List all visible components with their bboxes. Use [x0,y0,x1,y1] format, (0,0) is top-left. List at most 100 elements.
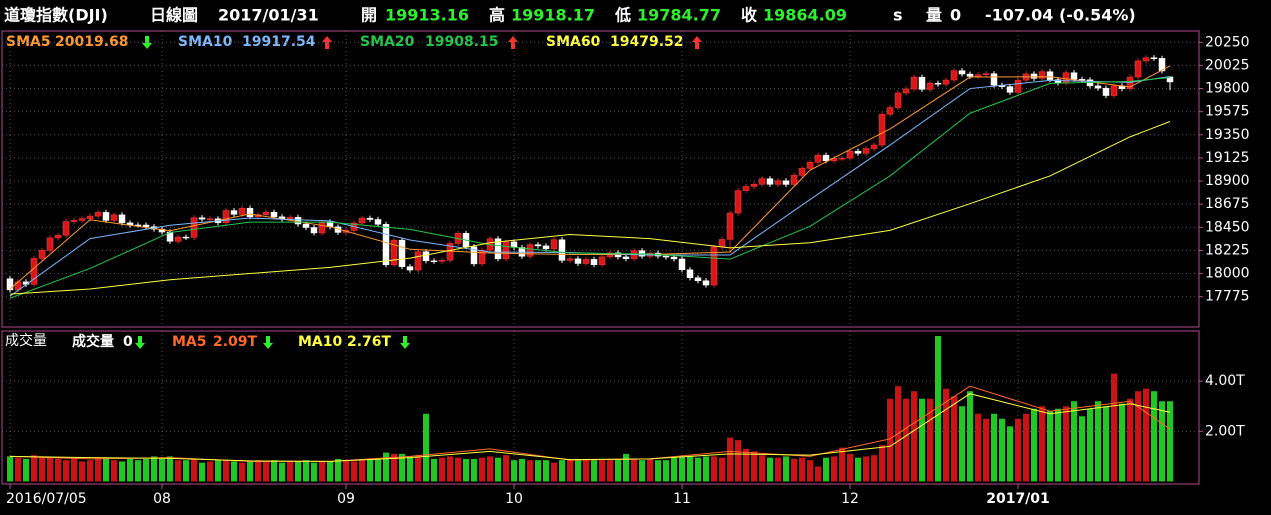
flag: s [893,6,903,25]
volume-bar [855,457,861,482]
volume-bar [711,456,717,482]
candle-body [774,180,782,185]
volume-bar [183,460,189,482]
volume-bar [143,458,149,482]
candle-body [1006,86,1014,93]
volume-value: 0 [950,6,961,25]
volume-bar [815,466,821,482]
volume-bar [935,336,941,482]
legend-name: SMA5 [6,34,51,50]
volume-bar [1087,408,1093,482]
candle-body [438,259,446,262]
volume-bar [1047,411,1053,482]
volume-bar [135,460,141,482]
candle-body [222,210,230,223]
volume-bar [1079,416,1085,482]
candle-body [966,73,974,77]
y-tick-label: 2.00T [1205,423,1245,439]
candle-body [878,114,886,146]
volume-bar [743,448,749,482]
volume-bar [215,460,221,482]
candle-body [950,70,958,81]
ma-line [9,76,1171,299]
volume-bar [479,457,485,482]
volume-bar [111,460,117,482]
candle-body [798,168,806,176]
candle-body [854,150,862,154]
candle-body [702,280,710,286]
volume-bar [335,458,341,482]
candle-body [886,107,894,115]
candle-body [190,217,198,238]
volume-bar [63,460,69,482]
volume-bar [1135,391,1141,482]
volume-bar [223,460,229,482]
volume-bar [7,456,13,482]
volume-bar [1007,426,1013,482]
arrow-down [400,336,410,349]
low-value: 19784.77 [637,6,721,25]
candle-body [270,211,278,218]
candle-body [1094,85,1102,89]
volume-bar [271,460,277,482]
legend-value: 2.09T [213,334,258,350]
volume-bar [527,460,533,482]
candle-body [550,239,558,250]
candle-body [1014,79,1022,93]
volume-bar [911,391,917,482]
x-tick-label: 09 [337,491,355,507]
volume-bar [671,456,677,482]
candle-body [94,212,102,217]
legend-name: SMA10 [178,34,233,50]
volume-bar [599,460,605,482]
volume-bar [647,458,653,482]
ma-line [9,65,1171,290]
volume-bar [295,461,301,482]
volume-bar [431,458,437,482]
volume-bar [519,458,525,482]
volume-bar [719,457,725,482]
candle-body [558,239,566,261]
volume-bar [495,457,501,482]
volume-bar [943,388,949,482]
candle-body [470,246,478,265]
volume-bar [991,413,997,482]
candle-body [838,157,846,160]
volume-bar [655,460,661,482]
volume-bar [359,460,365,482]
candle-body [726,212,734,240]
volume-bar [423,413,429,482]
legend-value: 2.76T [347,334,392,350]
y-tick-label: 20250 [1205,34,1250,50]
volume-title: 成交量 [5,332,47,349]
candle-body [718,239,726,248]
candle-body [478,249,486,265]
volume-legend: 成交量 [72,333,114,350]
candle-body [574,258,582,264]
volume-bar [47,457,53,482]
volume-bar [1095,401,1101,482]
volume-bar [55,458,61,482]
volume-legend-value: 0 [123,334,133,350]
candle-body [534,244,542,247]
volume-bar [1167,401,1173,482]
candle-body [262,211,270,215]
volume-bar [263,461,269,482]
candle-body [710,246,718,286]
volume-bar [1015,418,1021,482]
volume-bar [1127,398,1133,482]
volume-bar [327,461,333,482]
arrow-down [263,336,273,349]
volume-bar [455,457,461,482]
volume-bar [383,452,389,482]
arrow-down [135,336,145,349]
volume-label: 量 [926,6,942,25]
volume-bar [399,453,405,482]
candle-body [182,236,190,239]
candle-body [430,260,438,263]
volume-bar [879,445,885,482]
price-panel [1,30,1200,328]
open-value: 19913.16 [385,6,469,25]
volume-bar [1159,401,1165,482]
